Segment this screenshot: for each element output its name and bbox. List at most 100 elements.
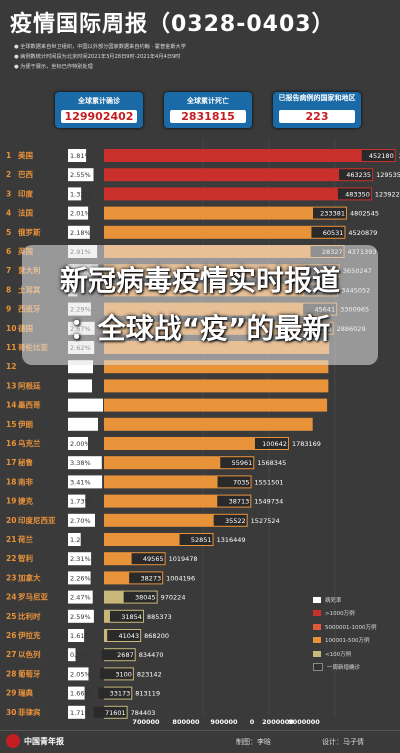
weekly-label: 233381	[320, 210, 345, 218]
weekly-label: 71601	[105, 709, 126, 717]
weekly-bar	[339, 169, 373, 181]
fatality-label: 1.73%	[70, 498, 91, 506]
total-label: 868200	[144, 632, 169, 640]
total-label: 12953597	[376, 171, 400, 179]
page-title: 疫情国际周报（0328-0403）	[10, 12, 335, 37]
total-label: 1549734	[254, 498, 283, 506]
weekly-bar	[129, 572, 163, 584]
weekly-label: 60531	[323, 229, 344, 237]
total-label: 823142	[137, 670, 162, 678]
x-tick-label: 9000000	[288, 718, 320, 726]
country-label: 葡萄牙	[17, 668, 41, 678]
legend-label: 一周新增确诊	[327, 665, 361, 672]
legend-label: >1000万例	[325, 611, 355, 618]
banner-line-1: 新冠病毒疫情实时报道	[59, 264, 340, 297]
fatality-bar	[68, 206, 89, 220]
fatality-label: 2.47%	[70, 594, 91, 602]
confirmed-label: 全球累计确诊	[78, 97, 120, 105]
fatality-label: 3.41%	[70, 478, 91, 486]
weekly-label: 31854	[121, 613, 142, 621]
country-label: 菲律宾	[18, 707, 41, 717]
total-bar	[104, 149, 396, 162]
fatality-bar	[68, 187, 82, 201]
weekly-bar	[313, 207, 347, 219]
fatality-bar	[68, 648, 76, 662]
rank-label: 19	[6, 497, 16, 506]
country-label: 伊朗	[17, 419, 33, 429]
weekly-bar	[123, 591, 157, 603]
weekly-label: 49565	[143, 555, 164, 563]
confirmed-value: 129902402	[61, 110, 137, 123]
weekly-label: 483350	[345, 190, 370, 198]
x-tick-label: 2000000	[262, 718, 294, 726]
legend-item: 100001-500万例	[313, 634, 395, 648]
fatality-label: 1.61%	[70, 632, 91, 640]
rank-label: 2	[6, 170, 11, 179]
country-label: 比利时	[18, 611, 41, 621]
news-banner: 新冠病毒疫情实时报道 ：全球战“疫”的最新	[22, 245, 378, 365]
country-label: 乌克兰	[18, 438, 41, 448]
fatality-bar	[68, 225, 90, 239]
rank-label: 15	[6, 420, 16, 429]
country-label: 阿根廷	[18, 380, 41, 390]
weekly-bar	[179, 534, 213, 545]
country-label: 南非	[18, 476, 33, 486]
fatality-bar	[68, 571, 91, 585]
fatality-label: 1.71%	[70, 709, 91, 717]
legend-item: 病死率	[313, 593, 395, 607]
logo-icon	[6, 734, 20, 748]
banner-line-2: ：全球战“疫”的最新	[69, 312, 331, 345]
weekly-label: 2687	[117, 651, 134, 659]
fatality-label: 1.32%	[70, 190, 91, 198]
deaths-value: 2831815	[170, 110, 246, 123]
weekly-bar	[131, 553, 165, 565]
total-bar	[104, 168, 374, 182]
country-label: 罗马尼亚	[18, 593, 48, 602]
weekly-label: 38045	[135, 594, 156, 602]
total-label: 970224	[161, 594, 186, 602]
fatality-bar	[68, 686, 85, 700]
producer-credit: 制图：李晗	[236, 738, 271, 746]
countries-value: 223	[279, 110, 355, 123]
confirmed-card: 全球累计确诊 129902402	[55, 92, 143, 128]
fatality-label: 2.05%	[70, 670, 91, 678]
fatality-bar	[68, 149, 87, 162]
weekly-label: 38273	[140, 574, 161, 582]
x-tick-label: 0	[250, 718, 255, 726]
total-label: 1527524	[251, 517, 280, 525]
total-label: 1316449	[217, 536, 246, 544]
legend-swatch	[313, 650, 321, 657]
country-label: 以色列	[18, 649, 41, 659]
rank-label: 17	[6, 458, 16, 467]
rank-label: 26	[6, 631, 16, 640]
country-label: 法国	[18, 208, 33, 218]
total-bar	[104, 494, 252, 508]
total-label: 30670408	[399, 152, 400, 160]
rank-label: 25	[6, 612, 16, 621]
rank-label: 29	[6, 689, 16, 698]
x-tick-label: 800000	[172, 718, 200, 726]
designer-credit: 设计：马子倩	[322, 738, 364, 746]
weekly-bar	[99, 668, 133, 680]
weekly-label: 100642	[262, 440, 287, 448]
fatality-label: 2.26%	[70, 574, 91, 582]
rank-label: 8	[6, 285, 11, 294]
total-label: 12392260	[375, 190, 400, 198]
rank-label: 24	[6, 593, 16, 602]
rank-label: 20	[6, 516, 16, 525]
weekly-label: 52851	[191, 536, 212, 544]
country-label: 印度尼西亚	[18, 515, 56, 525]
legend-item: 一周新增确诊	[313, 661, 395, 675]
country-label: 捷克	[18, 496, 33, 506]
note-period: ● 病例数统计时间段为北京时间2021年3月28日9时-2021年4月4日9时	[14, 54, 181, 60]
notes: ● 全球数据来自世卫组织，中国以外部分国家数据来自约翰 · 霍普金斯大学 ● 病…	[14, 42, 314, 72]
weekly-label: 55961	[232, 459, 253, 467]
total-bar	[104, 379, 329, 393]
country-label: 瑞典	[18, 688, 33, 698]
total-bar	[104, 225, 346, 239]
fatality-label: 1.81%	[70, 152, 91, 160]
x-tick-label: 900000	[210, 718, 238, 726]
countries-label: 已报告病例的国家和地区	[278, 94, 356, 102]
legend-label: 病死率	[325, 597, 342, 604]
country-label: 智利	[18, 553, 33, 563]
